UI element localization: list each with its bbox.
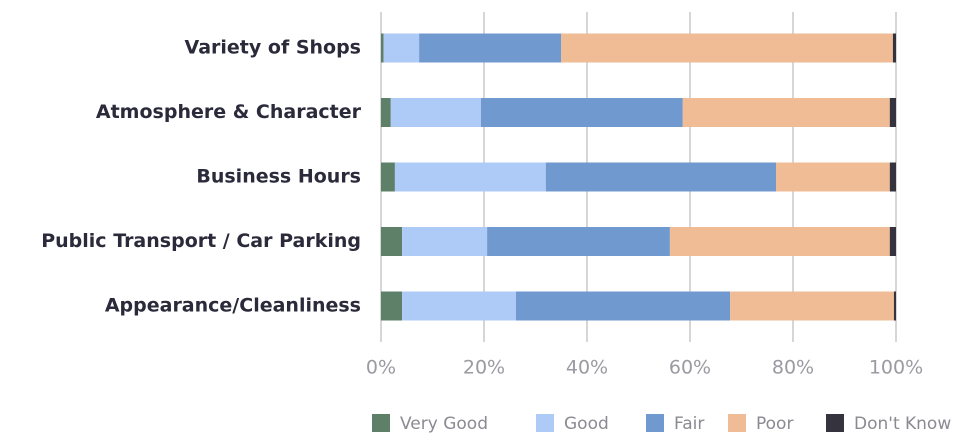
bar-segment <box>730 291 894 321</box>
bar-segment <box>394 162 546 192</box>
legend-swatch <box>536 414 554 432</box>
category-label: Variety of Shops <box>185 37 361 59</box>
bar-segment <box>383 33 420 63</box>
legend-swatch <box>372 414 390 432</box>
x-tick-label: 0% <box>366 357 396 379</box>
bar-segment <box>381 227 403 256</box>
bar-segment <box>480 98 683 127</box>
category-label: Business Hours <box>196 166 361 188</box>
bar-segment <box>889 162 896 192</box>
bar-segment <box>390 98 481 127</box>
bar-segment <box>545 162 777 192</box>
bar-segment <box>515 291 731 321</box>
legend-label: Don't Know <box>854 414 951 434</box>
bar-segment <box>561 33 893 63</box>
bar-segment <box>419 33 562 63</box>
legend-label: Fair <box>674 414 704 434</box>
legend-label: Good <box>564 414 609 434</box>
x-tick-label: 20% <box>463 357 505 379</box>
category-label: Appearance/Cleanliness <box>105 295 361 317</box>
bar-segment <box>381 291 403 321</box>
bar-segment <box>893 291 896 321</box>
bar-segment <box>402 291 516 321</box>
bar-segment <box>381 162 395 192</box>
x-tick-label: 80% <box>772 357 814 379</box>
bar-segment <box>402 227 488 256</box>
legend-label: Poor <box>756 414 793 434</box>
bar-segment <box>669 227 890 256</box>
bar-segment <box>889 98 896 127</box>
legend-swatch <box>728 414 746 432</box>
category-label: Public Transport / Car Parking <box>41 230 361 252</box>
bar-segment <box>889 227 896 256</box>
bar-segment <box>776 162 890 192</box>
legend-swatch <box>646 414 664 432</box>
x-tick-label: 60% <box>669 357 711 379</box>
category-label: Atmosphere & Character <box>96 101 362 123</box>
bar-segment <box>381 98 391 127</box>
x-tick-label: 100% <box>869 357 923 379</box>
bar-segment <box>381 33 384 63</box>
legend-label: Very Good <box>400 414 488 434</box>
bar-segment <box>682 98 890 127</box>
x-tick-label: 40% <box>566 357 608 379</box>
bar-segment <box>487 227 670 256</box>
bar-segment <box>892 33 896 63</box>
legend-swatch <box>826 414 844 432</box>
